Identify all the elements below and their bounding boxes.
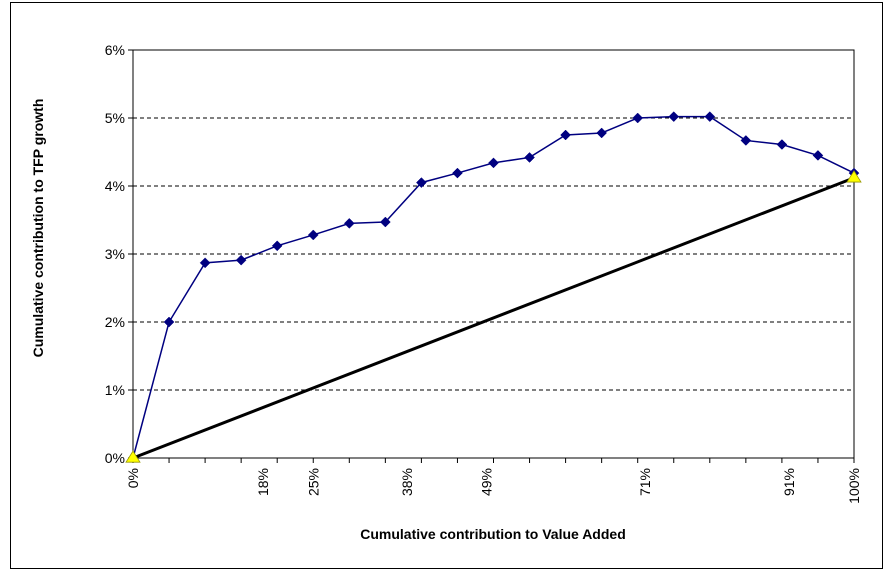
x-tick-label: 71%	[637, 468, 653, 496]
x-tick-label: 0%	[125, 468, 141, 488]
y-tick-label: 3%	[105, 246, 125, 262]
data-point	[632, 112, 644, 124]
data-point	[488, 157, 499, 169]
x-tick-label: 38%	[399, 468, 415, 496]
endpoint-marker	[125, 450, 141, 463]
y-tick-label: 0%	[105, 450, 125, 466]
data-point	[776, 139, 788, 150]
x-tick-label: 100%	[846, 468, 862, 504]
outer-border	[10, 2, 883, 569]
data-point	[704, 111, 716, 122]
y-tick-label: 5%	[105, 110, 125, 126]
data-point	[379, 216, 391, 228]
data-point	[560, 129, 571, 141]
endpoint-marker	[846, 170, 862, 183]
y-tick-label: 4%	[105, 178, 125, 194]
y-tick-label: 2%	[105, 314, 125, 330]
data-point	[596, 127, 608, 139]
x-tick-label: 91%	[781, 468, 797, 496]
x-tick-label: 18%	[255, 468, 271, 496]
data-point	[416, 177, 427, 188]
y-axis-title: Cumulative contribution to TFP growth	[30, 99, 46, 358]
data-point	[235, 254, 247, 266]
data-point	[343, 218, 355, 229]
grid-lines	[133, 117, 854, 391]
x-tick-label: 49%	[478, 468, 494, 496]
x-axis-ticks: 0% 18% 25% 38% 49% 71% 91% 100%	[125, 458, 862, 504]
data-point	[812, 150, 824, 161]
y-tick-label: 6%	[105, 42, 125, 58]
data-point	[524, 152, 535, 163]
data-point	[307, 229, 319, 241]
x-axis-title: Cumulative contribution to Value Added	[360, 526, 626, 542]
data-point	[163, 316, 175, 328]
series-layer	[125, 111, 862, 463]
y-axis-ticks: 0% 1% 2% 3% 4% 5% 6%	[105, 42, 133, 466]
diagonal-line	[132, 176, 855, 460]
data-point	[452, 167, 463, 179]
data-point	[271, 240, 283, 252]
data-point	[668, 111, 680, 122]
x-tick-label: 25%	[305, 468, 321, 496]
data-point	[740, 135, 752, 146]
data-point	[199, 257, 211, 269]
y-tick-label: 1%	[105, 382, 125, 398]
